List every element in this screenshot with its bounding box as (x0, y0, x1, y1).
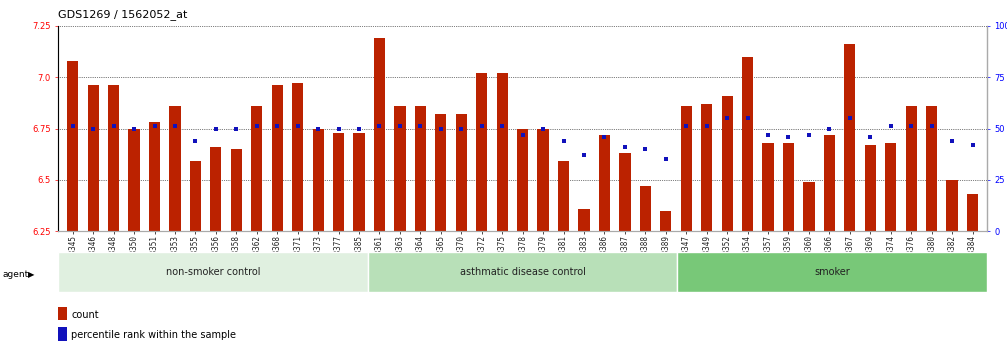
Bar (129, 129, 140, 231)
Bar (619, 153, 630, 231)
Bar (415, 106, 426, 231)
Bar (678, 252, 987, 292)
Bar (517, 129, 529, 231)
Bar (58, 252, 368, 292)
Bar (210, 147, 222, 231)
Bar (292, 83, 303, 231)
Bar (395, 106, 406, 231)
Bar (824, 135, 835, 231)
Bar (496, 73, 508, 231)
Text: ▶: ▶ (28, 270, 34, 279)
Text: GDS1269 / 1562052_at: GDS1269 / 1562052_at (58, 9, 187, 20)
Text: non-smoker control: non-smoker control (166, 267, 261, 277)
Bar (149, 122, 160, 231)
Text: asthmatic disease control: asthmatic disease control (459, 267, 586, 277)
Bar (639, 186, 651, 231)
Bar (885, 143, 896, 231)
Bar (108, 86, 119, 231)
Bar (353, 132, 365, 231)
Bar (58, 307, 67, 320)
Text: agent: agent (2, 270, 28, 279)
Bar (681, 106, 692, 231)
Bar (231, 149, 242, 231)
Bar (721, 96, 733, 231)
Bar (661, 211, 672, 231)
Bar (762, 143, 773, 231)
Bar (844, 45, 856, 231)
Bar (189, 161, 201, 231)
Text: percentile rank within the sample: percentile rank within the sample (71, 330, 237, 340)
Bar (782, 143, 795, 231)
Bar (333, 132, 344, 231)
Bar (804, 182, 815, 231)
Bar (58, 327, 67, 341)
Text: smoker: smoker (815, 267, 850, 277)
Bar (865, 145, 876, 231)
Bar (455, 114, 467, 231)
Bar (538, 129, 549, 231)
Bar (926, 106, 938, 231)
Bar (578, 209, 590, 231)
Bar (905, 106, 916, 231)
Bar (742, 57, 753, 231)
Bar (88, 86, 99, 231)
Bar (251, 106, 263, 231)
Bar (599, 135, 610, 231)
Bar (312, 129, 324, 231)
Bar (947, 180, 958, 231)
Bar (272, 86, 283, 231)
Text: count: count (71, 309, 99, 319)
Bar (476, 73, 487, 231)
Bar (374, 38, 385, 231)
Bar (701, 104, 712, 231)
Bar (558, 161, 569, 231)
Bar (967, 194, 978, 231)
Bar (67, 61, 79, 231)
Bar (368, 252, 678, 292)
Bar (435, 114, 446, 231)
Bar (169, 106, 180, 231)
